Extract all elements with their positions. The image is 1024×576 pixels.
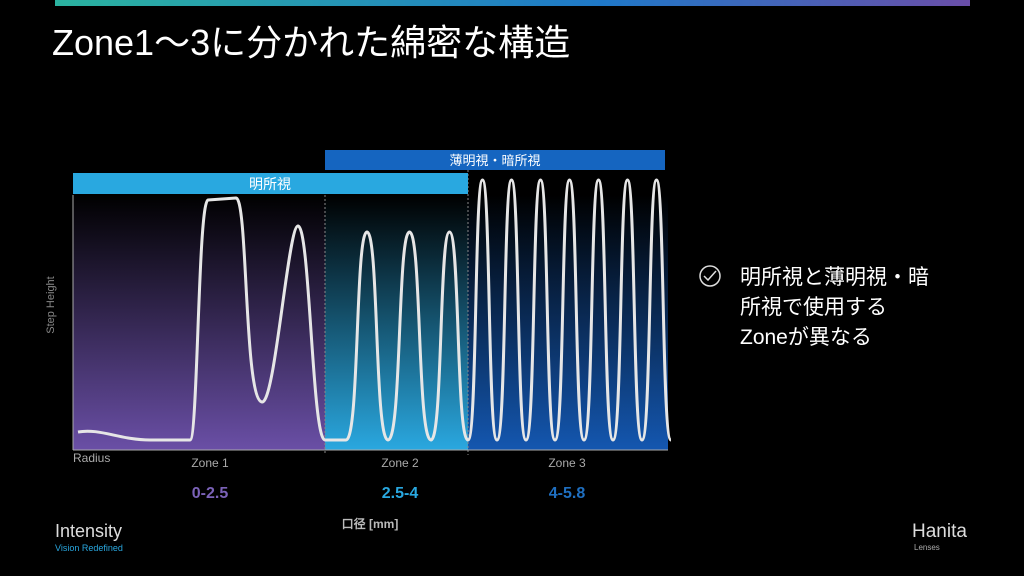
- x-start-label: Radius: [73, 451, 110, 465]
- zone-labels: Zone 1 0-2.5 Zone 2 2.5-4 Zone 3 4-5.8: [191, 456, 586, 502]
- zone-range: 2.5-4: [382, 485, 419, 502]
- band-photopic: [73, 173, 468, 194]
- bullet-line: 所視で使用する: [740, 296, 887, 319]
- top-bar: [55, 0, 970, 6]
- zone-range: 0-2.5: [192, 485, 229, 502]
- zone-range: 4-5.8: [549, 485, 586, 502]
- check-mark: [703, 270, 717, 282]
- band-label: 薄明視・暗所視: [449, 153, 540, 168]
- zone-name: Zone 1: [191, 456, 229, 470]
- brand: Intensity: [55, 521, 122, 541]
- brand-sub: Lenses: [914, 543, 940, 552]
- zone-name: Zone 2: [381, 456, 419, 470]
- title: Zone1～3に分かれた綿密な構造: [52, 22, 570, 63]
- check-icon: [699, 265, 721, 287]
- band-mesopic: [325, 150, 665, 170]
- bullet-line: 明所視と薄明視・暗: [740, 266, 929, 289]
- y-axis-label: Step Height: [45, 276, 57, 333]
- x-axis-label: 口径 [mm]: [342, 516, 399, 531]
- brand: Hanita: [912, 521, 967, 542]
- band-label: 明所視: [249, 176, 291, 192]
- zone-name: Zone 3: [548, 456, 586, 470]
- profile-curve: [77, 178, 673, 442]
- tagline: Vision Redefined: [55, 543, 123, 553]
- bullet-line: Zoneが異なる: [740, 326, 872, 349]
